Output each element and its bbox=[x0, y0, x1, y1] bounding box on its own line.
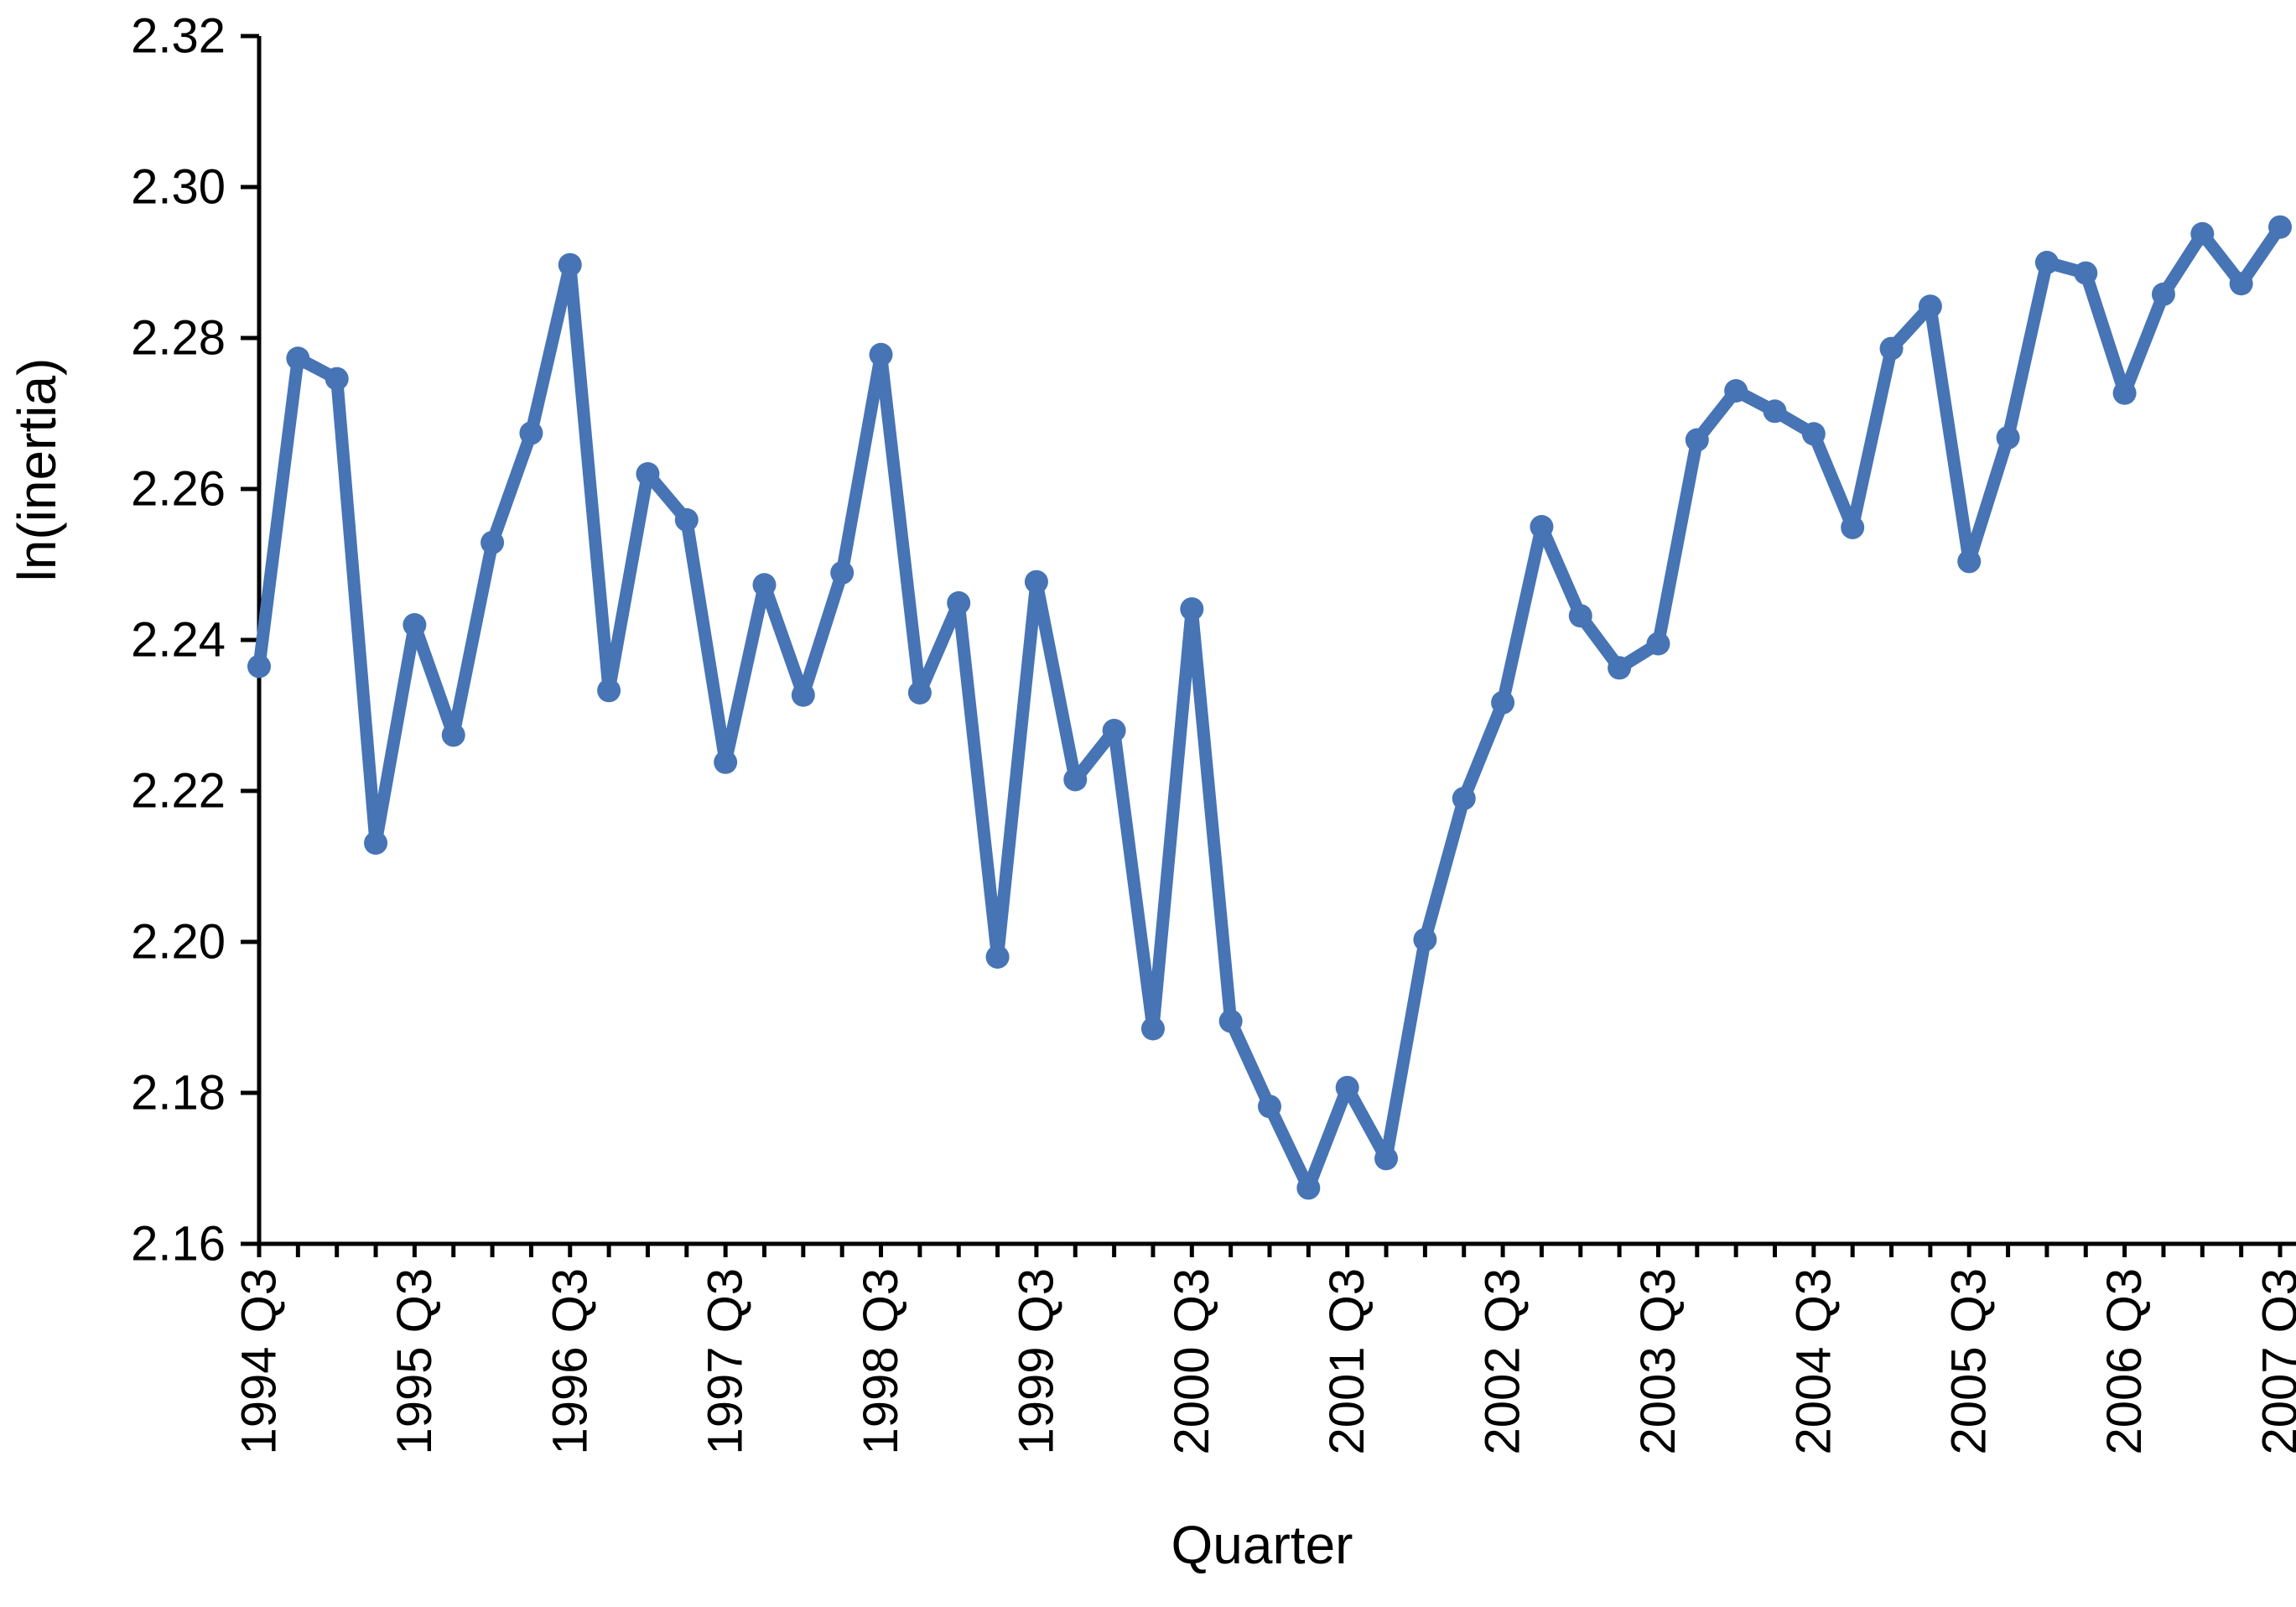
y-tick-label: 2.24 bbox=[131, 613, 226, 668]
data-point bbox=[558, 253, 582, 277]
x-tick-label: 1999 Q3 bbox=[1009, 1268, 1063, 1455]
data-point bbox=[714, 751, 737, 774]
data-point bbox=[986, 945, 1010, 969]
data-point bbox=[1724, 379, 1748, 403]
data-point bbox=[519, 421, 543, 445]
data-point bbox=[870, 343, 893, 367]
y-tick-label: 2.18 bbox=[131, 1066, 226, 1121]
data-point bbox=[1841, 516, 1864, 539]
data-point bbox=[2113, 382, 2137, 405]
data-point bbox=[1802, 422, 1826, 445]
y-axis-title-text: ln(inertia) bbox=[6, 358, 68, 582]
data-point bbox=[1180, 597, 1203, 621]
x-axis-title-text: Quarter bbox=[1171, 1514, 1353, 1576]
data-point bbox=[1608, 656, 1631, 679]
data-point bbox=[1530, 515, 1553, 538]
data-point bbox=[1258, 1095, 1281, 1118]
data-point bbox=[1219, 1010, 1243, 1033]
data-point bbox=[2074, 262, 2097, 285]
x-tick-label: 2000 Q3 bbox=[1165, 1268, 1219, 1455]
data-point bbox=[1141, 1017, 1165, 1041]
y-tick-label: 2.22 bbox=[131, 764, 226, 819]
data-point bbox=[442, 723, 465, 746]
data-point bbox=[1646, 632, 1670, 656]
data-point bbox=[2035, 251, 2059, 274]
data-point bbox=[753, 573, 777, 596]
x-tick-label: 1997 Q3 bbox=[699, 1268, 753, 1455]
y-tick-label: 2.32 bbox=[131, 9, 226, 64]
data-point bbox=[2190, 222, 2214, 246]
data-point bbox=[636, 462, 659, 486]
data-point bbox=[830, 561, 854, 585]
data-point bbox=[1919, 294, 1942, 318]
x-tick-label: 1996 Q3 bbox=[543, 1268, 597, 1455]
data-point bbox=[908, 681, 932, 705]
data-point bbox=[792, 684, 815, 707]
x-tick-label: 2004 Q3 bbox=[1786, 1268, 1841, 1455]
data-point bbox=[286, 346, 309, 370]
data-point bbox=[480, 531, 504, 554]
data-point bbox=[1764, 399, 1787, 423]
data-point bbox=[1491, 691, 1514, 715]
data-point bbox=[2230, 272, 2253, 295]
data-point bbox=[403, 613, 426, 637]
data-point bbox=[1025, 570, 1048, 594]
data-point bbox=[247, 655, 271, 679]
x-tick-label: 2002 Q3 bbox=[1476, 1268, 1530, 1455]
series-line bbox=[259, 227, 2280, 1188]
data-point bbox=[1880, 337, 1904, 361]
data-point bbox=[1452, 787, 1476, 810]
x-tick-label: 2001 Q3 bbox=[1320, 1268, 1374, 1455]
x-tick-label: 2003 Q3 bbox=[1631, 1268, 1686, 1455]
data-point bbox=[597, 679, 621, 702]
y-axis-title: ln(inertia) bbox=[37, 470, 261, 532]
x-tick-label: 2005 Q3 bbox=[1942, 1268, 1997, 1455]
data-point bbox=[1997, 426, 2020, 450]
data-point bbox=[1374, 1147, 1398, 1170]
data-point bbox=[2268, 216, 2292, 239]
y-tick-label: 2.16 bbox=[131, 1217, 226, 1272]
x-tick-label: 2006 Q3 bbox=[2097, 1268, 2152, 1455]
data-point bbox=[1296, 1176, 1320, 1199]
x-tick-label: 1998 Q3 bbox=[854, 1268, 908, 1455]
data-point bbox=[1569, 604, 1592, 627]
y-tick-label: 2.20 bbox=[131, 915, 226, 970]
data-point bbox=[1103, 719, 1126, 742]
y-tick-label: 2.28 bbox=[131, 311, 226, 366]
data-point bbox=[675, 508, 699, 532]
data-point bbox=[1413, 928, 1436, 951]
data-point bbox=[1336, 1076, 1359, 1100]
data-point bbox=[325, 367, 349, 391]
y-tick-label: 2.30 bbox=[131, 160, 226, 215]
x-tick-label: 1995 Q3 bbox=[387, 1268, 442, 1455]
data-point bbox=[947, 591, 970, 615]
data-point bbox=[364, 831, 387, 855]
x-tick-label: 2007 Q3 bbox=[2253, 1268, 2296, 1455]
data-point bbox=[1686, 429, 1709, 452]
data-point bbox=[1957, 549, 1981, 573]
data-point bbox=[2152, 283, 2175, 306]
x-axis-title: Quarter bbox=[1262, 1545, 1444, 1607]
x-tick-label: 1994 Q3 bbox=[232, 1268, 287, 1455]
data-point bbox=[1063, 768, 1087, 792]
